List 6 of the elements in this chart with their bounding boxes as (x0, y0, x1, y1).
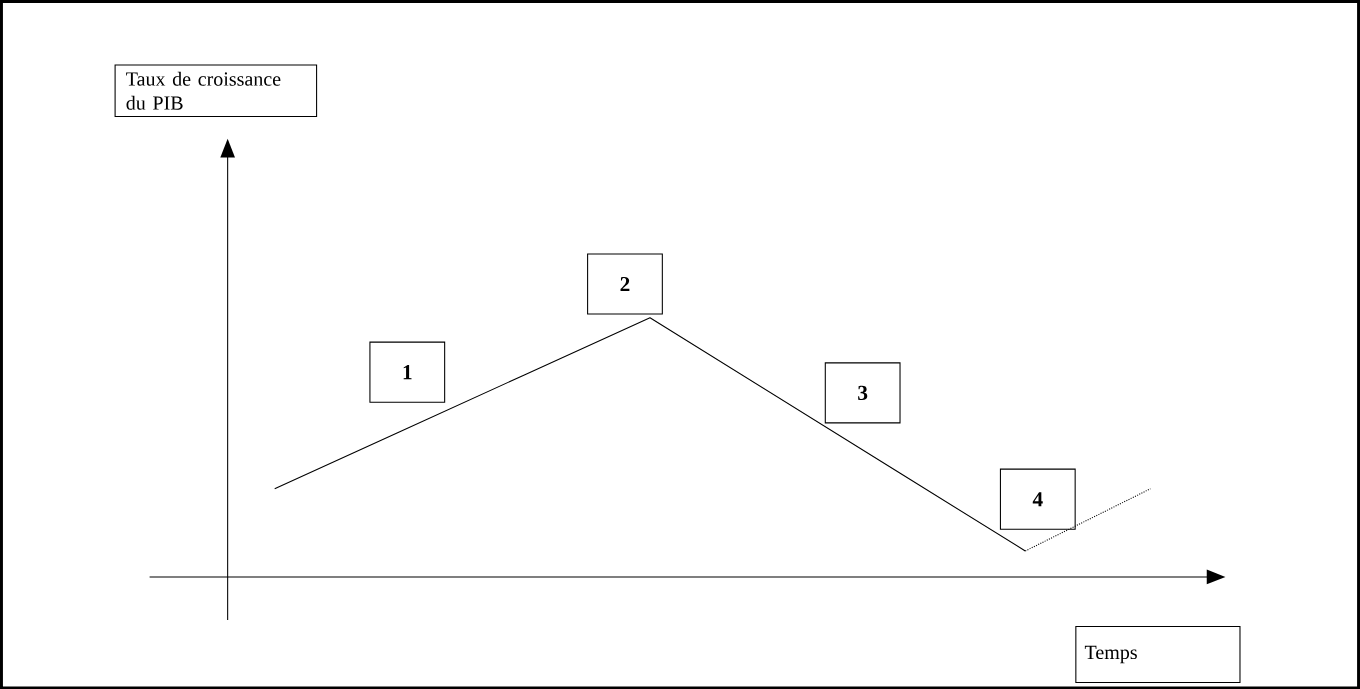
text: 2 (620, 276, 630, 291)
text: Taux de croissance du PIB (126, 71, 281, 110)
text: Temps (1084, 645, 1137, 663)
annotation: 4 (1032, 491, 1043, 506)
annotation: 1 (403, 364, 412, 379)
annotation: 3 (858, 385, 868, 400)
